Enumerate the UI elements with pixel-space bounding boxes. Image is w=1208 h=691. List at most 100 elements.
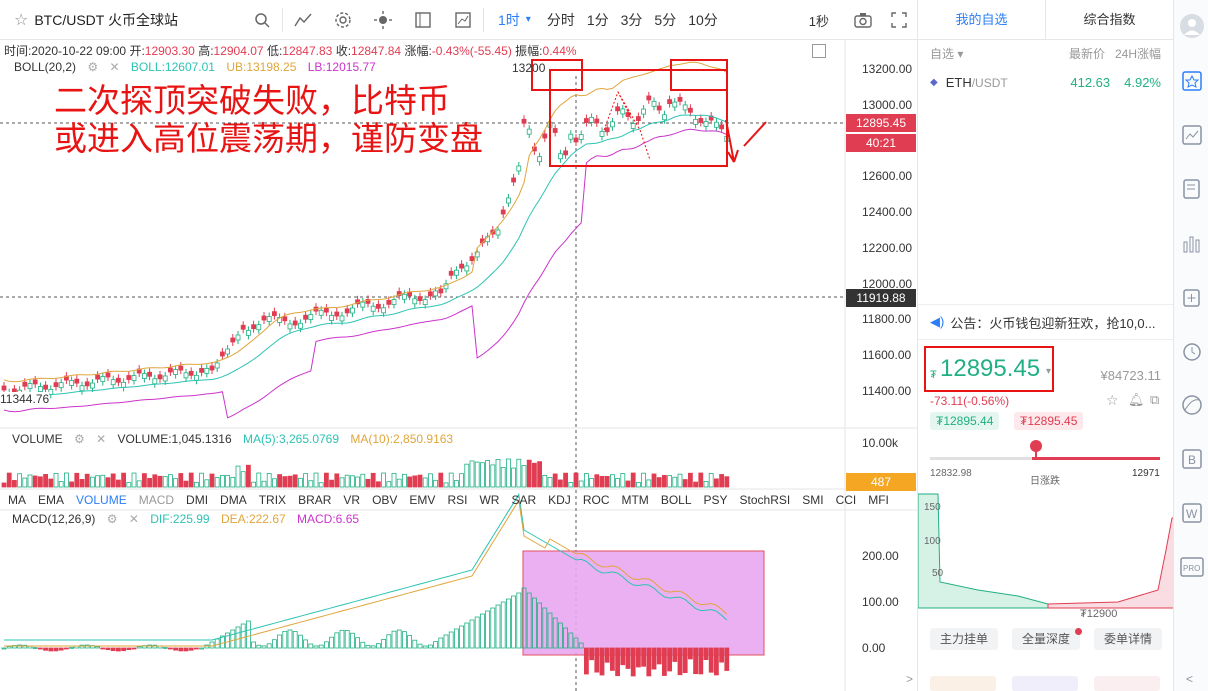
macd-histogram-bar xyxy=(469,619,475,649)
share-icon[interactable]: ⧉ xyxy=(1150,392,1160,407)
interval-4[interactable]: 5分 xyxy=(654,11,677,28)
boll-legend: BOLL(20,2) ⚙ ✕ BOLL:12607.01 UB:13198.25… xyxy=(14,60,384,74)
indicator-tab-boll[interactable]: BOLL xyxy=(660,493,692,507)
indicator-tab-rsi[interactable]: RSI xyxy=(447,493,468,507)
indicator-tab-wr[interactable]: WR xyxy=(479,493,500,507)
macd-settings-icon[interactable]: ⚙ xyxy=(106,512,118,526)
indicator-tab-emv[interactable]: EMV xyxy=(409,493,436,507)
volume-settings-icon[interactable]: ⚙ xyxy=(74,432,85,446)
pair-selector[interactable]: ☆ BTC/USDT 火币全球站 xyxy=(0,10,242,30)
volume-bar xyxy=(225,475,231,488)
macd-histogram-bar xyxy=(651,647,657,670)
volume-bar xyxy=(479,462,485,488)
boll-upper-line xyxy=(3,61,728,383)
macd-histogram-bar xyxy=(116,647,121,652)
candle xyxy=(323,307,329,313)
indicator-tab-kdj[interactable]: KDJ xyxy=(548,493,571,507)
favorites-icon[interactable] xyxy=(1180,70,1204,94)
interval-3[interactable]: 3分 xyxy=(620,11,643,28)
expand-icon[interactable] xyxy=(812,44,826,58)
indicator-tab-vr[interactable]: VR xyxy=(343,493,361,507)
interval-1[interactable]: 分时 xyxy=(546,11,575,28)
indicator-tab-obv[interactable]: OBV xyxy=(372,493,398,507)
star-icon[interactable]: ☆ xyxy=(14,11,29,29)
chart-panel-icon[interactable] xyxy=(1180,124,1204,148)
indicator-tab-macd[interactable]: MACD xyxy=(138,493,175,507)
chevron-down-icon[interactable]: ▾ xyxy=(525,14,531,25)
layout-icon[interactable] xyxy=(403,0,443,40)
main-orders-button[interactable]: 主力挂单 xyxy=(930,628,999,650)
macd-close-icon[interactable]: ✕ xyxy=(128,512,139,526)
b-app-icon[interactable]: B xyxy=(1180,448,1204,472)
volume-bar xyxy=(287,475,293,488)
indicator-tab-mtm[interactable]: MTM xyxy=(621,493,649,507)
macd-histogram-bar xyxy=(615,647,620,677)
globe-icon[interactable] xyxy=(1180,394,1204,418)
candle xyxy=(84,381,90,387)
interval-2[interactable]: 1分 xyxy=(586,11,609,28)
macd-histogram-bar xyxy=(334,632,340,649)
chart-type-icon[interactable] xyxy=(443,0,483,40)
indicator-tab-ema[interactable]: EMA xyxy=(38,493,65,507)
boll-settings-icon[interactable]: ⚙ xyxy=(87,60,99,74)
full-depth-button[interactable]: 全量深度 xyxy=(1012,628,1081,650)
list-head-change[interactable]: 24H涨幅 xyxy=(1114,47,1161,61)
indicator-tab-volume[interactable]: VOLUME xyxy=(76,493,127,507)
list-item[interactable]: ◆ ETH/USDT 412.63 4.92% xyxy=(918,68,1173,96)
announcement-bar[interactable]: ◀) 公告：火币钱包迎新狂欢，抢10,0... xyxy=(918,304,1174,340)
boll-close-icon[interactable]: ✕ xyxy=(109,60,120,74)
alarm-clock-icon[interactable] xyxy=(1180,340,1204,364)
indicator-tab-smi[interactable]: SMI xyxy=(802,493,824,507)
list-head-price[interactable]: 最新价 xyxy=(1068,47,1105,61)
indicator-tab-psy[interactable]: PSY xyxy=(703,493,728,507)
indicator-tab-brar[interactable]: BRAR xyxy=(298,493,332,507)
collapse-chevron-icon[interactable]: > xyxy=(906,672,914,686)
volume-bar xyxy=(100,474,106,488)
volume-bar xyxy=(173,478,179,488)
indicator-tab-cci[interactable]: CCI xyxy=(835,493,857,507)
avatar[interactable] xyxy=(1180,14,1204,38)
candle xyxy=(105,372,111,378)
indicator-tab-stochrsi[interactable]: StochRSI xyxy=(739,493,791,507)
camera-icon[interactable] xyxy=(845,0,881,40)
list-head-fav[interactable]: 自选 ▾ xyxy=(930,47,964,61)
w-app-icon[interactable]: W xyxy=(1180,502,1204,526)
volume-bar xyxy=(355,476,361,488)
indicator-tab-mfi[interactable]: MFI xyxy=(868,493,889,507)
volume-bar xyxy=(193,481,199,488)
chart-canvas[interactable] xyxy=(0,0,917,691)
interval-5[interactable]: 10分 xyxy=(688,11,718,28)
pro-app-icon[interactable]: PRO xyxy=(1180,556,1204,580)
tab-favorites[interactable]: 我的自选 xyxy=(918,0,1046,39)
star-icon[interactable]: ☆ xyxy=(1106,392,1119,408)
add-window-icon[interactable] xyxy=(1180,286,1204,310)
interval-0[interactable]: 1时 xyxy=(498,11,520,28)
indicator-tab-roc[interactable]: ROC xyxy=(582,493,610,507)
theme-sun-icon[interactable] xyxy=(363,0,403,40)
macd-histogram-bar xyxy=(667,647,672,672)
search-icon[interactable] xyxy=(242,0,282,40)
indicator-icon[interactable] xyxy=(283,0,323,40)
volume-bar xyxy=(95,475,100,488)
refresh-interval[interactable]: 1秒 xyxy=(808,13,829,29)
bell-icon[interactable]: 🔔︎ xyxy=(1128,392,1145,407)
candle xyxy=(693,118,698,125)
close-label: 收: xyxy=(335,44,352,58)
orders-icon[interactable] xyxy=(1180,178,1204,202)
chevron-down-icon[interactable]: ▾ xyxy=(1046,366,1052,377)
gear-icon[interactable] xyxy=(323,0,363,40)
indicator-tab-dma[interactable]: DMA xyxy=(220,493,247,507)
macd-histogram-bar xyxy=(235,626,241,649)
indicator-tab-sar[interactable]: SAR xyxy=(511,493,537,507)
order-detail-button[interactable]: 委单详情 xyxy=(1094,628,1163,650)
amp-value: 0.44% xyxy=(542,44,577,58)
macd-histogram-bar xyxy=(537,602,542,649)
indicator-tab-ma[interactable]: MA xyxy=(8,493,26,507)
tab-index[interactable]: 综合指数 xyxy=(1083,12,1136,27)
indicator-tab-trix[interactable]: TRIX xyxy=(258,493,287,507)
depth-bars-icon[interactable] xyxy=(1180,232,1204,256)
indicator-tab-dmi[interactable]: DMI xyxy=(186,493,209,507)
fullscreen-icon[interactable] xyxy=(881,0,917,40)
volume-close-icon[interactable]: ✕ xyxy=(96,432,107,446)
chevron-left-icon[interactable]: < xyxy=(1186,672,1194,686)
